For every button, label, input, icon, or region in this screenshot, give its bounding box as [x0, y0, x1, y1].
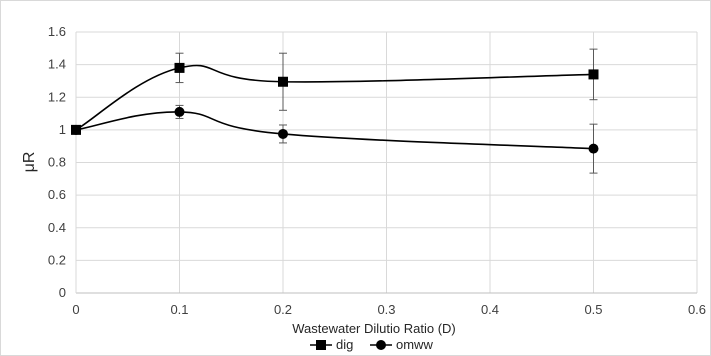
- x-tick-label: 0.1: [170, 302, 188, 317]
- data-point-omww: [71, 124, 81, 135]
- y-tick-label: 0.8: [48, 155, 66, 170]
- y-tick-label: 1: [59, 122, 66, 137]
- legend-marker-dig: [316, 340, 326, 350]
- x-tick-label: 0.5: [584, 302, 602, 317]
- y-tick-label: 1.6: [48, 24, 66, 39]
- series-lines: [75, 64, 594, 150]
- legend-label-omww: omww: [396, 337, 433, 352]
- y-axis-title: μR: [21, 152, 38, 173]
- data-point-dig: [174, 62, 185, 73]
- data-point-dig: [278, 76, 288, 87]
- data-point-omww: [174, 106, 185, 117]
- legend-marker-omww: [376, 340, 386, 350]
- y-tick-label: 1.2: [48, 89, 66, 104]
- y-tick-labels: 0 0.2 0.4 0.6 0.8 1 1.2 1.4 1.6: [48, 24, 66, 300]
- series-line-dig: [75, 64, 594, 131]
- y-tick-label: 0.6: [48, 187, 66, 202]
- legend-label-dig: dig: [336, 337, 353, 352]
- x-tick-labels: 0 0.1 0.2 0.3 0.4 0.5 0.6: [72, 302, 706, 317]
- series-line-omww: [75, 111, 594, 150]
- data-point-dig: [588, 69, 599, 80]
- y-tick-label: 1.4: [48, 57, 66, 72]
- y-tick-label: 0.4: [48, 220, 66, 235]
- x-axis-title: Wastewater Dilutio Ratio (D): [292, 321, 456, 336]
- y-tick-label: 0.2: [48, 252, 66, 267]
- data-point-omww: [278, 128, 288, 139]
- data-point-omww: [588, 143, 599, 154]
- series-markers: [71, 62, 599, 154]
- x-tick-label: 0.6: [688, 302, 706, 317]
- axes: [75, 32, 697, 294]
- legend: dig omww: [310, 337, 433, 352]
- x-tick-label: 0.2: [274, 302, 292, 317]
- x-tick-label: 0: [72, 302, 79, 317]
- y-tick-label: 0: [59, 285, 66, 300]
- x-tick-label: 0.4: [481, 302, 499, 317]
- x-tick-label: 0.3: [377, 302, 395, 317]
